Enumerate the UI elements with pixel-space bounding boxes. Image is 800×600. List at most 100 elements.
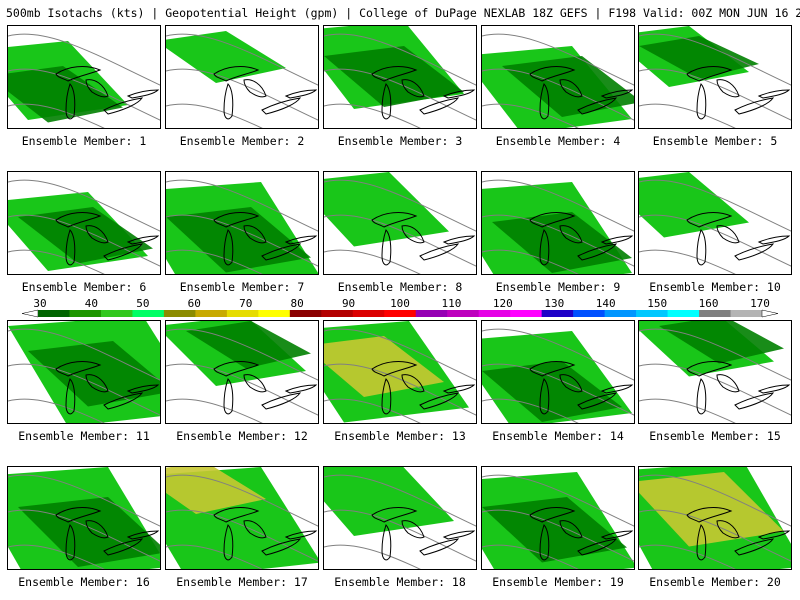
coastline [419, 97, 460, 115]
map-plot [166, 467, 318, 569]
colorbar-swatch [100, 310, 133, 317]
coastline [261, 538, 302, 556]
height-contour [639, 103, 736, 128]
coastline [419, 392, 460, 410]
colorbar-swatch [447, 310, 480, 317]
coastline [243, 520, 267, 539]
height-contour [324, 179, 476, 232]
coastline [261, 392, 302, 410]
coastline [126, 89, 160, 99]
colorbar-swatch [604, 310, 637, 317]
colorbar-swatch [258, 310, 291, 317]
colorbar-swatch [699, 310, 732, 317]
colorbar-swatch [226, 310, 259, 317]
colorbar-tick-label: 120 [492, 297, 513, 310]
coastline [539, 229, 550, 266]
colorbar-swatch [163, 310, 196, 317]
coastline [757, 89, 791, 99]
coastline [734, 97, 775, 115]
coastline [442, 235, 476, 245]
isotach-shading [166, 467, 266, 514]
coastline [126, 530, 160, 540]
colorbar-swatch [69, 310, 102, 317]
coastline [261, 97, 302, 115]
height-contour [166, 544, 263, 569]
height-contour [482, 474, 634, 527]
coastline [442, 89, 476, 99]
coastline [419, 538, 460, 556]
coastline [85, 79, 109, 98]
coastline [65, 83, 76, 120]
member-caption: Ensemble Member: 7 [179, 280, 305, 294]
coastline [734, 392, 775, 410]
height-contour [639, 363, 791, 416]
height-contour [324, 509, 476, 562]
height-contour [166, 398, 263, 423]
colorbar-swatch [38, 310, 70, 317]
coastline [381, 378, 392, 415]
height-contour [166, 214, 318, 267]
ensemble-panel-2 [165, 25, 319, 129]
ensemble-panel-4 [481, 25, 635, 129]
ensemble-panel-10 [638, 171, 792, 275]
ensemble-panel-20 [638, 466, 792, 570]
colorbar-swatch [195, 310, 228, 317]
coastline [126, 384, 160, 394]
coastline [577, 97, 618, 115]
coastline [757, 235, 791, 245]
colorbar-swatch [510, 310, 543, 317]
colorbar-left-arrow [21, 309, 39, 318]
coastline [223, 83, 234, 120]
map-plot [8, 467, 160, 569]
coastline [55, 66, 102, 82]
colorbar-swatch [384, 310, 417, 317]
height-contour [482, 179, 634, 232]
coastline [371, 66, 418, 82]
coastline [55, 212, 102, 228]
coastline [223, 378, 234, 415]
isotach-shading [28, 341, 160, 407]
ensemble-panel-13 [323, 320, 477, 424]
ensemble-panel-6 [7, 171, 161, 275]
ensemble-panel-11 [7, 320, 161, 424]
map-plot [482, 179, 634, 274]
height-contour [639, 398, 736, 423]
coastline [529, 212, 576, 228]
colorbar-tick-label: 70 [239, 297, 253, 310]
coastline [65, 378, 76, 415]
coastline [419, 243, 460, 261]
coastline [716, 225, 740, 244]
coastline [401, 79, 425, 98]
map-plot [482, 33, 634, 128]
coastline [223, 524, 234, 561]
ensemble-panel-8 [323, 171, 477, 275]
isotach-shading [324, 467, 454, 536]
member-caption: Ensemble Member: 1 [21, 134, 147, 148]
height-contour [324, 544, 421, 569]
coastline [696, 229, 707, 266]
wind-speed-colorbar [21, 309, 779, 318]
map-plot [324, 467, 476, 569]
coastline [371, 361, 418, 377]
isotach-shading [324, 172, 449, 247]
coastline [85, 520, 109, 539]
isotach-shading [482, 497, 627, 563]
coastline [600, 384, 634, 394]
ensemble-panel-14 [481, 320, 635, 424]
height-contour [8, 68, 160, 121]
isotach-shading [324, 336, 444, 397]
height-contour [8, 103, 105, 128]
coastline [65, 524, 76, 561]
map-plot [166, 179, 318, 274]
isotach-shading [324, 46, 464, 107]
height-contour [639, 544, 736, 569]
coastline [577, 392, 618, 410]
chart-title: 500mb Isotachs (kts) | Geopotential Heig… [6, 6, 800, 20]
coastline [103, 97, 144, 115]
colorbar-swatch [730, 310, 763, 317]
member-caption: Ensemble Member: 6 [21, 280, 147, 294]
height-contour [639, 68, 791, 121]
coastline [716, 79, 740, 98]
height-contour [639, 179, 791, 232]
coastline [559, 79, 583, 98]
